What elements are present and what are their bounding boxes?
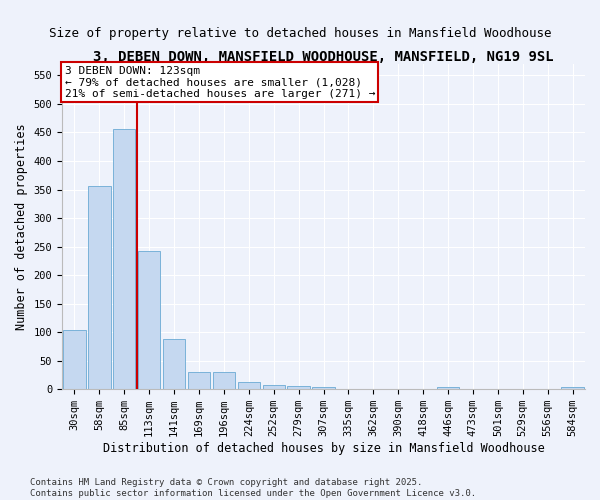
Bar (113, 129, 136, 389)
Bar (188, 372, 210, 389)
Bar (88, 186, 110, 389)
Bar (313, 387, 335, 389)
Bar (263, 384, 285, 389)
Bar (287, 386, 310, 389)
Bar (163, 339, 185, 389)
Bar (63, 330, 86, 389)
Y-axis label: Number of detached properties: Number of detached properties (15, 124, 28, 330)
Bar (238, 382, 260, 389)
Text: Contains HM Land Registry data © Crown copyright and database right 2025.
Contai: Contains HM Land Registry data © Crown c… (30, 478, 476, 498)
Bar (437, 387, 459, 389)
Text: Size of property relative to detached houses in Mansfield Woodhouse: Size of property relative to detached ho… (49, 28, 551, 40)
Bar (138, 250, 160, 389)
X-axis label: Distribution of detached houses by size in Mansfield Woodhouse: Distribution of detached houses by size … (103, 442, 544, 455)
Bar (562, 387, 584, 389)
Title: 3, DEBEN DOWN, MANSFIELD WOODHOUSE, MANSFIELD, NG19 9SL: 3, DEBEN DOWN, MANSFIELD WOODHOUSE, MANS… (93, 50, 554, 64)
Text: 3 DEBEN DOWN: 123sqm
← 79% of detached houses are smaller (1,028)
21% of semi-de: 3 DEBEN DOWN: 123sqm ← 79% of detached h… (65, 66, 375, 99)
Bar (212, 372, 235, 389)
